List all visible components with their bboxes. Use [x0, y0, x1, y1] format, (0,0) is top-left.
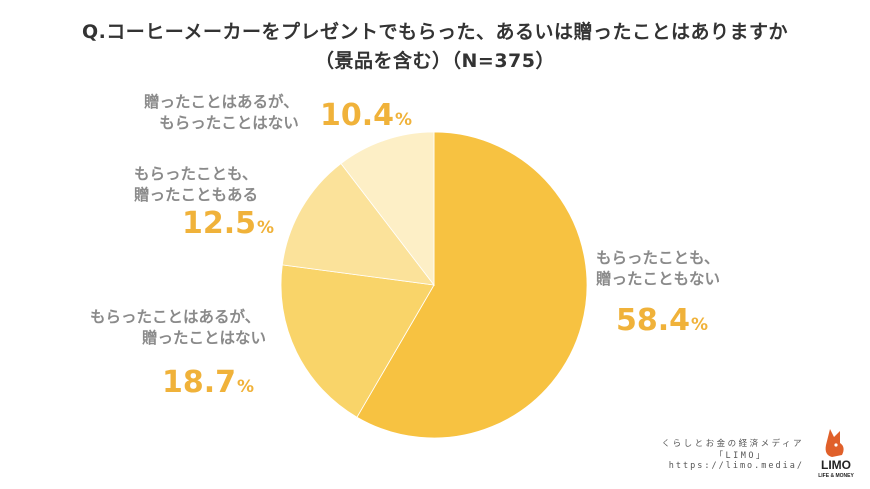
slice-label-2: もらったことも、 贈ったこともある: [134, 165, 259, 204]
credit-tagline: くらしとお金の経済メディア: [661, 439, 804, 449]
credit-brand: 「LIMO」: [714, 451, 767, 461]
slice-value-0: 58.4%: [616, 303, 709, 338]
slice-label-1: もらったことはあるが、 贈ったことはない: [90, 308, 267, 347]
chart-title: Q.コーヒーメーカーをプレゼントでもらった、あるいは贈ったことはありますか: [81, 21, 789, 43]
limo-logo: LIMO LIFE & MONEY: [818, 429, 854, 479]
pie-slice-0: [356, 131, 588, 439]
chart-subtitle: （景品を含む）（N=375）: [315, 50, 555, 72]
slice-value-2: 12.5%: [182, 206, 275, 241]
pie-slice-1: [280, 264, 435, 418]
slice-label-0: もらったことも、 贈ったこともない: [596, 249, 721, 288]
limo-logo-mascot-icon: [825, 429, 844, 457]
credit-url: https://limo.media/: [668, 461, 804, 471]
logo-subtext: LIFE & MONEY: [818, 473, 854, 479]
limo-logo-mascot-eye-icon: [834, 443, 838, 447]
slice-value-1: 18.7%: [162, 365, 255, 400]
logo-text: LIMO: [821, 458, 851, 472]
slice-value-3: 10.4%: [320, 98, 413, 133]
pie-slice-3: [340, 131, 435, 287]
slice-label-3: 贈ったことはあるが、 もらったことはない: [144, 93, 299, 132]
pie-slice-2: [281, 162, 435, 286]
